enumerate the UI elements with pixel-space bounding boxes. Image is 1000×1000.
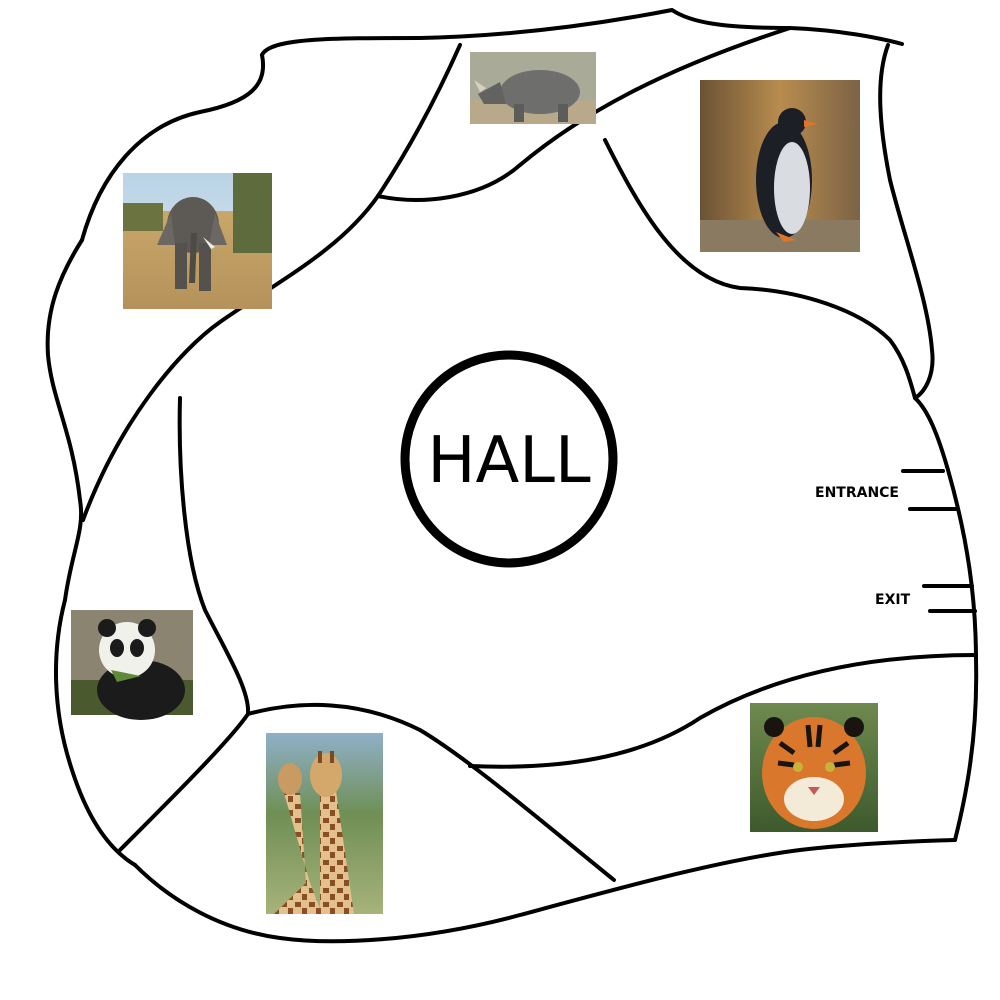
penguin-photo <box>700 80 860 252</box>
outer-wall-left <box>45 238 137 867</box>
panda-photo <box>71 610 193 720</box>
hall[interactable]: HALL <box>400 350 618 568</box>
outer-wall-top-left <box>80 53 266 242</box>
wall-rhino-penguin <box>376 26 792 202</box>
wall-elephant-rhino <box>81 43 462 522</box>
hall-label: HALL <box>427 424 591 498</box>
hall-circle <box>400 350 618 568</box>
wall-tiger <box>468 653 978 769</box>
tiger-photo <box>750 703 878 832</box>
elephant-photo <box>123 173 272 309</box>
rhino-photo <box>470 52 596 124</box>
entrance-label: ENTRANCE <box>815 485 899 501</box>
wall-penguin-hall <box>603 138 917 400</box>
giraffe-photo <box>266 733 383 914</box>
outer-wall-top <box>260 8 904 57</box>
outer-wall-top-right <box>878 43 935 400</box>
wall-hall-west <box>118 396 251 852</box>
outer-wall-right <box>913 396 979 842</box>
wall-hall-southwest <box>246 702 616 882</box>
exit-label: EXIT <box>875 592 911 608</box>
map-walls <box>45 8 979 944</box>
outer-wall-bottom <box>133 838 957 944</box>
